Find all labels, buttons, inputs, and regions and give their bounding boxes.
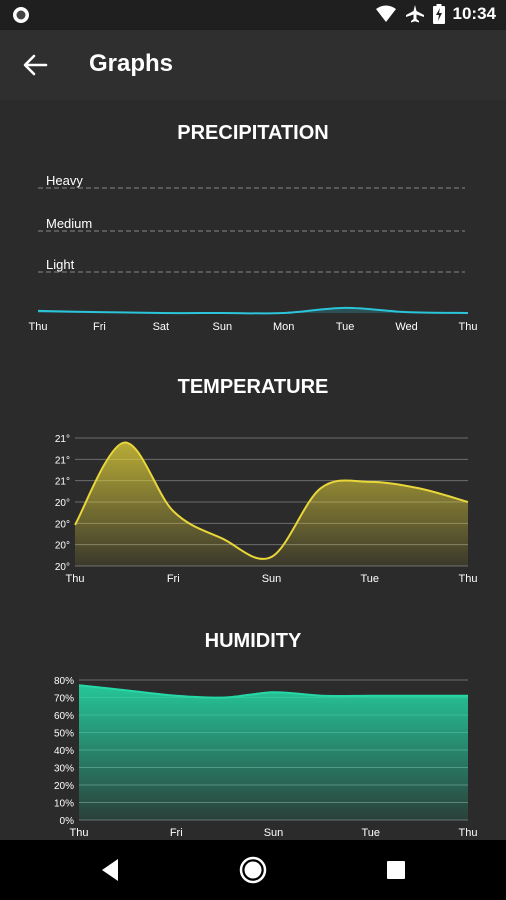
y-tick-label: 60% xyxy=(54,711,74,722)
wifi-icon xyxy=(375,5,396,22)
navigation-bar xyxy=(0,840,506,900)
temperature-title: TEMPERATURE xyxy=(177,376,329,398)
chart-line xyxy=(78,684,468,699)
precip-x-tick: Thu xyxy=(459,321,478,333)
y-tick-label: 80% xyxy=(54,676,74,687)
y-tick-label: 20° xyxy=(55,519,70,530)
graphs-content[interactable]: PRECIPITATION Heavy Medium Light Thu Fri Sat S… xyxy=(0,100,506,840)
precipitation-title: PRECIPITATION xyxy=(177,122,329,144)
home-circle-icon[interactable] xyxy=(239,856,267,884)
precip-x-tick: Tue xyxy=(336,321,355,333)
precip-level-label: Light xyxy=(46,257,75,272)
precip-x-tick: Thu xyxy=(29,321,48,333)
airplane-icon xyxy=(405,5,424,23)
recents-square-icon[interactable] xyxy=(382,856,410,884)
x-tick-label: Thu xyxy=(70,827,89,839)
y-tick-label: 20° xyxy=(55,541,70,552)
y-tick-label: 10% xyxy=(54,799,74,810)
precip-x-tick: Fri xyxy=(93,321,106,333)
battery-charging-icon xyxy=(432,4,445,24)
precip-line xyxy=(37,306,469,315)
x-tick-label: Thu xyxy=(459,827,478,839)
precip-level-label: Heavy xyxy=(46,173,83,188)
record-icon xyxy=(13,7,29,23)
precipitation-chart: Heavy Medium Light Thu Fri Sat Sun Mon Tue Wed Thu xyxy=(29,173,478,333)
x-tick-label: Tue xyxy=(360,573,379,585)
x-tick-label: Fri xyxy=(167,573,180,585)
precip-level-label: Medium xyxy=(46,216,92,231)
y-tick-label: 50% xyxy=(54,729,74,740)
chart-line xyxy=(74,441,469,560)
precip-x-tick: Sat xyxy=(153,321,170,333)
precip-x-tick: Sun xyxy=(212,321,232,333)
y-tick-label: 21° xyxy=(55,434,70,445)
humidity-chart: 80%70%60%50%40%30%20%10%0%Thu Fri Sun Tue Th… xyxy=(54,676,478,839)
x-tick-label: Sun xyxy=(262,573,282,585)
x-tick-label: Thu xyxy=(66,573,85,585)
y-tick-label: 20° xyxy=(55,562,70,573)
temperature-chart: 21°21°21°20°20°20°20°Thu Fri Sun Tue Thu xyxy=(55,434,478,585)
chart-area xyxy=(75,442,468,566)
x-tick-label: Tue xyxy=(361,827,380,839)
y-tick-label: 20° xyxy=(55,498,70,509)
y-tick-label: 21° xyxy=(55,455,70,466)
y-tick-label: 21° xyxy=(55,477,70,488)
precip-x-tick: Mon xyxy=(273,321,294,333)
chart-area xyxy=(79,685,468,820)
status-icons: 10:34 xyxy=(375,4,496,24)
y-tick-label: 70% xyxy=(54,694,74,705)
y-tick-label: 20% xyxy=(54,781,74,792)
status-time: 10:34 xyxy=(452,4,496,23)
y-tick-label: 30% xyxy=(54,764,74,775)
page-title: Graphs xyxy=(89,50,174,77)
back-triangle-icon[interactable] xyxy=(96,856,124,884)
precip-x-tick: Wed xyxy=(395,321,417,333)
status-bar: 10:34 xyxy=(0,0,506,30)
x-tick-label: Fri xyxy=(170,827,183,839)
y-tick-label: 0% xyxy=(60,816,75,827)
x-tick-label: Sun xyxy=(264,827,284,839)
x-tick-label: Thu xyxy=(459,573,478,585)
y-tick-label: 40% xyxy=(54,746,74,757)
humidity-title: HUMIDITY xyxy=(204,630,302,652)
app-bar: Graphs xyxy=(0,30,506,100)
back-arrow-icon[interactable] xyxy=(20,50,50,80)
